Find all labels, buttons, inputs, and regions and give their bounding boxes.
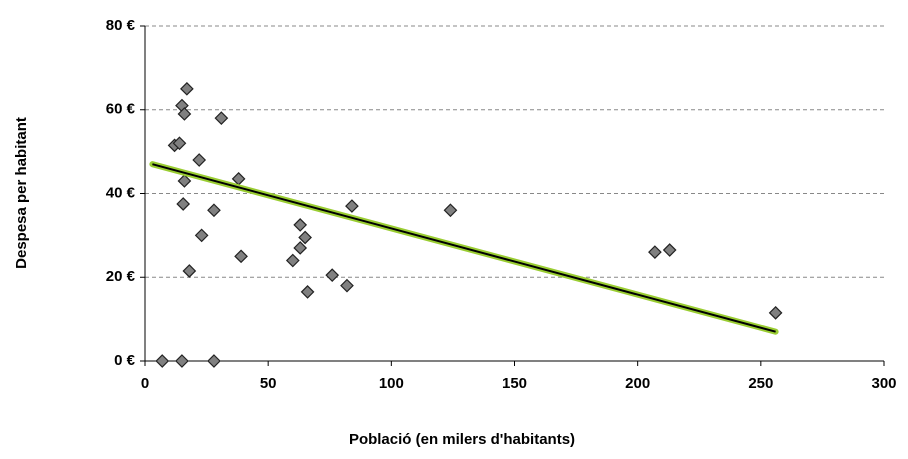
y-tick-label: 0 € xyxy=(114,352,136,369)
data-point xyxy=(207,354,221,368)
data-point xyxy=(340,278,354,293)
y-axis-label: Despesa per habitant xyxy=(13,117,30,269)
x-axis-label: Població (en milers d'habitants) xyxy=(349,431,575,448)
data-point xyxy=(214,111,229,125)
data-point xyxy=(172,136,187,151)
data-point xyxy=(443,203,458,218)
data-point xyxy=(176,197,191,211)
y-tick-label: 80 € xyxy=(106,17,136,34)
data-point xyxy=(662,243,677,257)
data-point xyxy=(234,249,248,264)
x-tick-label: 0 xyxy=(141,375,149,392)
data-point xyxy=(180,81,194,96)
data-point xyxy=(300,285,315,299)
data-point xyxy=(231,171,246,186)
data-point xyxy=(177,174,192,188)
data-point xyxy=(175,354,189,368)
data-point xyxy=(768,305,783,320)
data-point xyxy=(285,253,300,268)
x-tick-label: 300 xyxy=(871,375,896,392)
x-tick-label: 250 xyxy=(748,375,773,392)
x-tick-label: 200 xyxy=(625,375,650,392)
data-point xyxy=(298,230,312,245)
data-point xyxy=(207,203,221,218)
x-tick-label: 100 xyxy=(379,375,404,392)
x-tick-label: 50 xyxy=(260,375,277,392)
y-tick-label: 20 € xyxy=(106,268,136,285)
data-point xyxy=(182,264,197,278)
data-point xyxy=(177,107,192,121)
data-point xyxy=(192,153,207,167)
x-tick-label: 150 xyxy=(502,375,527,392)
trendline xyxy=(152,163,776,333)
data-point xyxy=(345,199,359,213)
data-point xyxy=(293,241,308,255)
data-point xyxy=(155,354,170,368)
y-tick-label: 60 € xyxy=(106,101,136,118)
data-point xyxy=(194,228,209,243)
data-point xyxy=(293,218,308,232)
data-point xyxy=(648,245,662,259)
y-tick-label: 40 € xyxy=(106,184,136,201)
data-point xyxy=(325,268,340,283)
